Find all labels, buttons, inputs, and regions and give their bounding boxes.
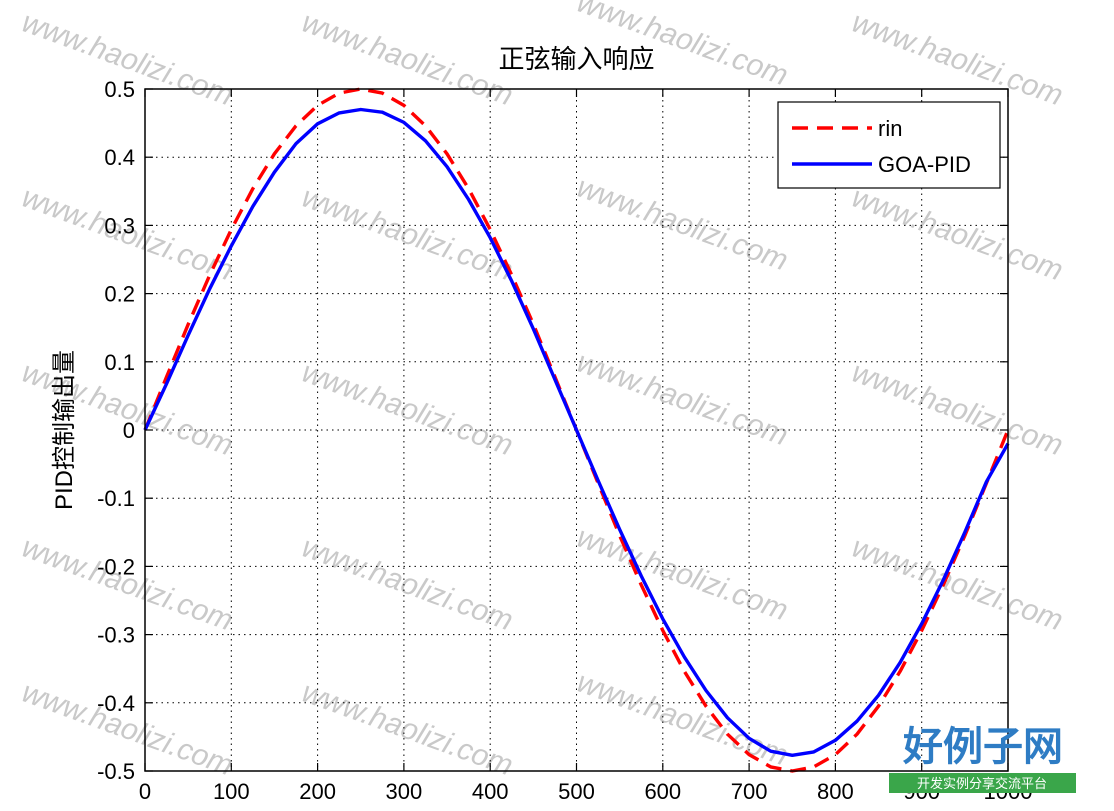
- y-tick-label: -0.2: [97, 554, 135, 579]
- y-tick-label: 0.1: [104, 350, 135, 375]
- y-tick-label: -0.5: [97, 759, 135, 784]
- watermark-text: www.haolizi.com: [573, 666, 793, 773]
- x-tick-label: 300: [386, 779, 423, 804]
- x-tick-label: 0: [139, 779, 151, 804]
- y-axis-label: PID控制输出量: [51, 350, 78, 510]
- watermark-text: www.haolizi.com: [848, 356, 1068, 463]
- y-tick-label: -0.1: [97, 486, 135, 511]
- watermark-text: www.haolizi.com: [298, 531, 518, 638]
- watermark-text: www.haolizi.com: [18, 531, 238, 638]
- y-tick-label: -0.3: [97, 623, 135, 648]
- grid-lines: [145, 89, 1008, 771]
- x-tick-label: 800: [817, 779, 854, 804]
- x-tick-label: 700: [731, 779, 768, 804]
- watermark-text: www.haolizi.com: [573, 521, 793, 628]
- logo-text: 好例子网: [902, 723, 1063, 770]
- watermark-text: www.haolizi.com: [298, 356, 518, 463]
- x-tick-label: 400: [472, 779, 509, 804]
- x-tick-label: 600: [644, 779, 681, 804]
- watermark-text: www.haolizi.com: [848, 6, 1068, 113]
- y-tick-label: 0.2: [104, 282, 135, 307]
- watermark-text: www.haolizi.com: [298, 181, 518, 288]
- y-tick-label: 0.3: [104, 213, 135, 238]
- series-lines: [143, 87, 1010, 773]
- x-tick-label: 200: [299, 779, 336, 804]
- legend-label-goa-pid: GOA-PID: [878, 152, 971, 177]
- legend-box: [777, 101, 1001, 189]
- watermark-text: www.haolizi.com: [573, 171, 793, 278]
- chart-title: 正弦输入响应: [498, 44, 654, 74]
- y-tick-label: -0.4: [97, 691, 135, 716]
- x-tick-label: 500: [558, 779, 595, 804]
- legend-label-rin: rin: [878, 116, 902, 141]
- legend: rin GOA-PID: [777, 101, 1001, 189]
- watermark-text: www.haolizi.com: [298, 676, 518, 783]
- watermark-text: www.haolizi.com: [573, 346, 793, 453]
- y-tick-label: 0.4: [104, 145, 135, 170]
- y-tick-label: 0.5: [104, 77, 135, 102]
- haolizi-logo: 好例子网 开发实例分享交流平台: [889, 723, 1076, 793]
- logo-subtitle: 开发实例分享交流平台: [917, 776, 1047, 791]
- logo-subtitle-band: [889, 773, 1076, 793]
- y-tick-label: 0: [123, 418, 135, 443]
- series-line-goa-pid: [143, 107, 1010, 757]
- x-tick-label: 100: [213, 779, 250, 804]
- watermark-text: www.haolizi.com: [848, 181, 1068, 288]
